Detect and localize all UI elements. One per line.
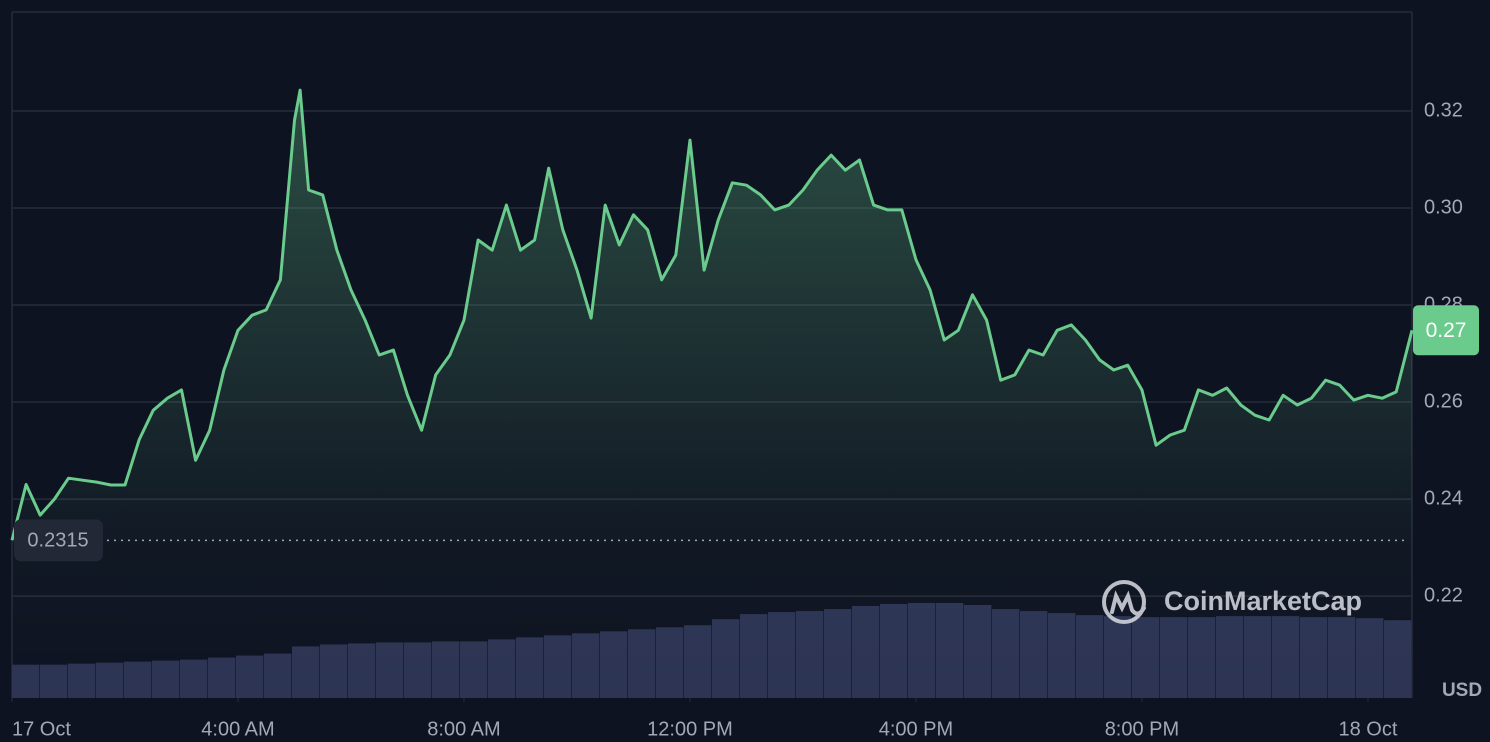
x-tick-label: 17 Oct (12, 718, 71, 740)
current-price-badge (1413, 305, 1479, 356)
baseline-badge (14, 519, 103, 562)
logo (1110, 590, 1146, 616)
x-tick-label: 8:00 PM (1105, 718, 1179, 740)
price-line (10, 88, 1414, 541)
x-tick-label: 4:00 AM (201, 718, 274, 740)
watermark-text: CoinMarketCap (1164, 586, 1362, 616)
price-area (12, 90, 1412, 699)
y-tick-label: 0.30 (1424, 196, 1463, 218)
x-tick-label: 4:00 PM (879, 718, 953, 740)
y-tick-label: 0.22 (1424, 584, 1463, 606)
current-price-label: 0.27 (1426, 319, 1467, 342)
x-tick-label: 12:00 PM (647, 718, 733, 740)
watermark: CoinMarketCap (1102, 580, 1362, 624)
area-layer (10, 88, 1414, 699)
x-tick-label: 18 Oct (1338, 718, 1397, 740)
logo (1102, 580, 1146, 624)
y-tick-label: 0.24 (1424, 487, 1463, 509)
x-tick-label: 8:00 AM (427, 718, 500, 740)
currency-label: USD (1442, 680, 1482, 701)
y-tick-label: 0.32 (1424, 99, 1463, 121)
baseline-label: 0.2315 (27, 530, 88, 552)
y-tick-label: 0.26 (1424, 390, 1463, 412)
